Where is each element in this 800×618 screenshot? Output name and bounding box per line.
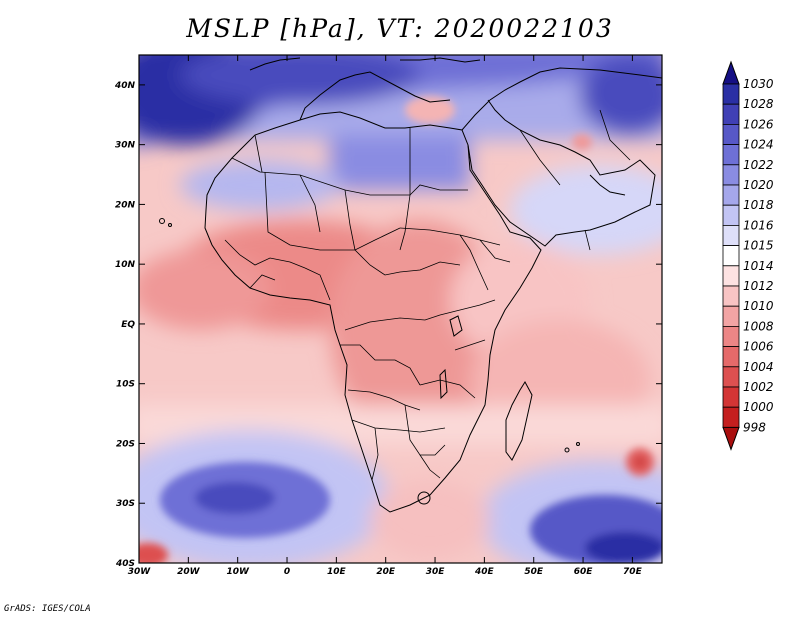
colorbar-label: 1026 [743, 117, 774, 131]
lon-label: 10E [327, 567, 347, 577]
colorbar-label: 1014 [743, 259, 774, 273]
colorbar-segment [722, 366, 740, 388]
colorbar-segment [722, 265, 740, 287]
colorbar-segment [722, 285, 740, 307]
colorbar-label: 1006 [743, 340, 774, 354]
lon-label: 0 [284, 567, 290, 577]
lat-label: 40S [115, 559, 135, 569]
lat-label: 30N [115, 141, 136, 151]
lat-label: EQ [121, 320, 135, 330]
lon-label: 30W [128, 567, 152, 577]
country-borders [224, 109, 631, 481]
pressure-field [139, 55, 662, 563]
colorbar-top-arrow [722, 60, 740, 85]
colorbar-label: 1002 [743, 380, 774, 394]
colorbar-segment [722, 164, 740, 186]
colorbar-segment [722, 406, 740, 428]
colorbar-label: 1016 [743, 218, 774, 232]
colorbar-segment [722, 245, 740, 267]
colorbar-bottom-arrow [722, 426, 740, 451]
colorbar-label: 1022 [743, 158, 774, 172]
lat-label: 40N [114, 81, 136, 91]
colorbar-label: 1020 [743, 178, 774, 192]
map-title: MSLP [hPa], VT: 2020022103 [186, 14, 614, 43]
credit-text: GrADS: IGES/COLA [4, 604, 91, 614]
colorbar-segment [722, 103, 740, 125]
colorbar-label: 1030 [743, 77, 774, 91]
colorbar-segment [722, 144, 740, 166]
colorbar-label: 1000 [743, 400, 774, 414]
colorbar-label: 1018 [743, 198, 774, 212]
colorbar-label: 1004 [743, 360, 774, 374]
lon-label: 70E [623, 567, 643, 577]
lon-label: 10W [226, 567, 250, 577]
colorbar-label: 1008 [743, 319, 774, 333]
lat-label: 10N [115, 260, 136, 270]
colorbar-label: 1028 [743, 97, 774, 111]
colorbar-label: 998 [743, 420, 766, 434]
colorbar-segment [722, 184, 740, 206]
lon-label: 40E [474, 567, 495, 577]
lat-label: 20S [116, 439, 135, 449]
colorbar-segment [722, 386, 740, 408]
lat-label: 30S [116, 499, 135, 509]
lon-label: 30E [426, 567, 446, 577]
colorbar-segment [722, 204, 740, 226]
colorbar-label: 1012 [743, 279, 774, 293]
lon-label: 50E [524, 567, 544, 577]
colorbar-label: 1024 [743, 138, 774, 152]
colorbar-label: 1015 [743, 239, 774, 253]
lat-label: 20N [115, 200, 136, 210]
colorbar-segment [722, 325, 740, 347]
lat-label: 10S [116, 380, 135, 390]
lon-label: 20E [376, 567, 396, 577]
lon-label: 60E [574, 567, 594, 577]
colorbar-segment [722, 83, 740, 105]
lon-label: 20W [177, 567, 201, 577]
coastlines [159, 57, 662, 513]
colorbar-segment [722, 346, 740, 368]
map-frame [138, 54, 663, 564]
colorbar: 1030 1028 1026 1024 1022 1020 1018 1016 1015 1014… [722, 60, 774, 451]
colorbar-segment [722, 124, 740, 146]
colorbar-segment [722, 305, 740, 327]
colorbar-segment [722, 224, 740, 246]
colorbar-label: 1010 [743, 299, 774, 313]
